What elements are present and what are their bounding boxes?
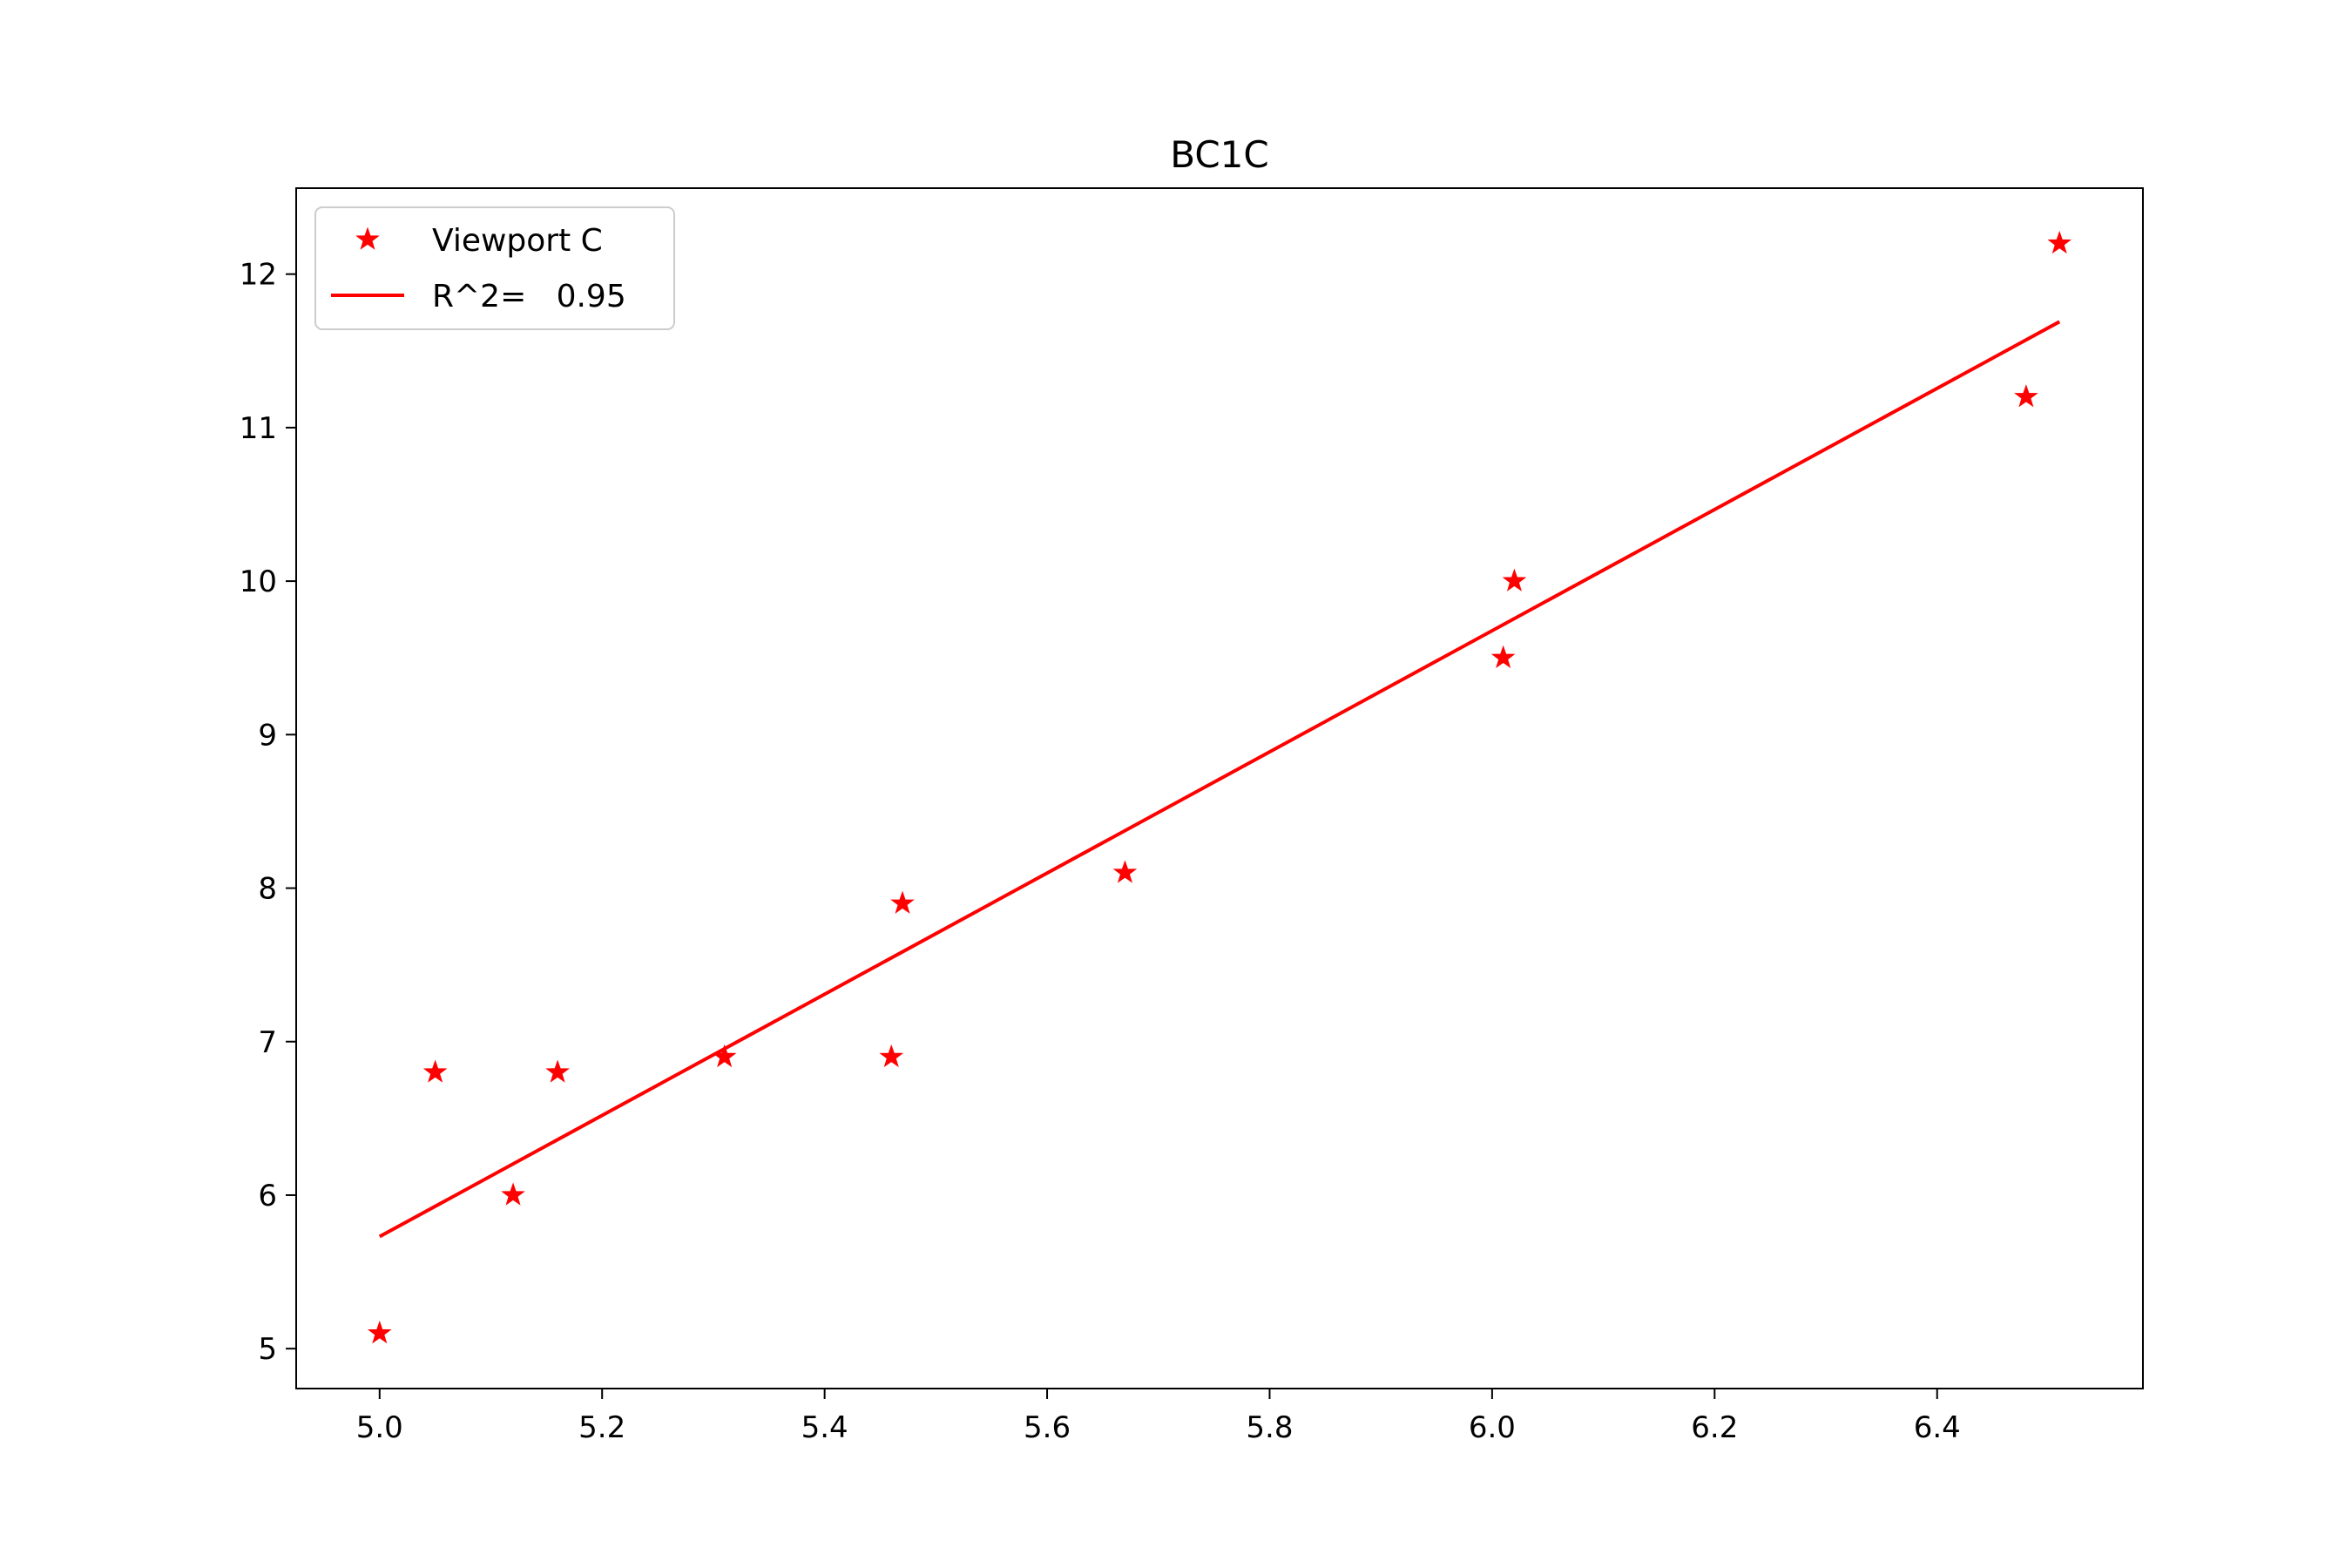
y-tick-label: 12 [240,258,277,293]
y-tick-label: 10 [240,564,277,599]
x-tick-label: 5.2 [578,1410,625,1445]
legend: Viewport C R^2= 0.95 [314,206,675,330]
data-point [501,1182,525,1206]
x-tick-label: 5.6 [1024,1410,1071,1445]
plot-area [367,230,2072,1344]
y-tick-label: 11 [240,411,277,446]
axes: 5.0 5.2 5.4 5.6 5.8 6.0 6.2 6.4 5 6 7 8 9 10 11 12 [240,258,1961,1445]
y-tick-label: 5 [258,1332,277,1367]
x-tick-label: 5.0 [356,1410,403,1445]
plot-frame [295,187,2144,1389]
x-tick-label: 6.2 [1691,1410,1738,1445]
x-tick-label: 5.4 [801,1410,848,1445]
data-point [1112,860,1138,883]
data-point [879,1044,904,1068]
y-tick-label: 7 [258,1025,277,1060]
data-point [367,1321,392,1344]
data-point [890,890,915,914]
legend-label: Viewport C [432,223,603,259]
x-tick-label: 6.0 [1469,1410,1516,1445]
y-tick-label: 9 [258,718,277,753]
data-point [545,1059,570,1083]
legend-label: R^2= 0.95 [432,279,626,314]
data-point [1502,568,1527,591]
fit-line [378,320,2061,1239]
legend-frame [314,206,675,330]
data-point [422,1059,448,1083]
data-point [1490,645,1516,668]
data-point [2047,230,2072,254]
data-point [2014,384,2038,408]
chart-title: BC1C [1170,133,1268,176]
x-tick-label: 6.4 [1914,1410,1961,1445]
y-tick-label: 6 [258,1179,277,1213]
legend-star-swatch [355,226,380,250]
x-tick-label: 5.8 [1246,1410,1293,1445]
y-tick-label: 8 [258,872,277,907]
